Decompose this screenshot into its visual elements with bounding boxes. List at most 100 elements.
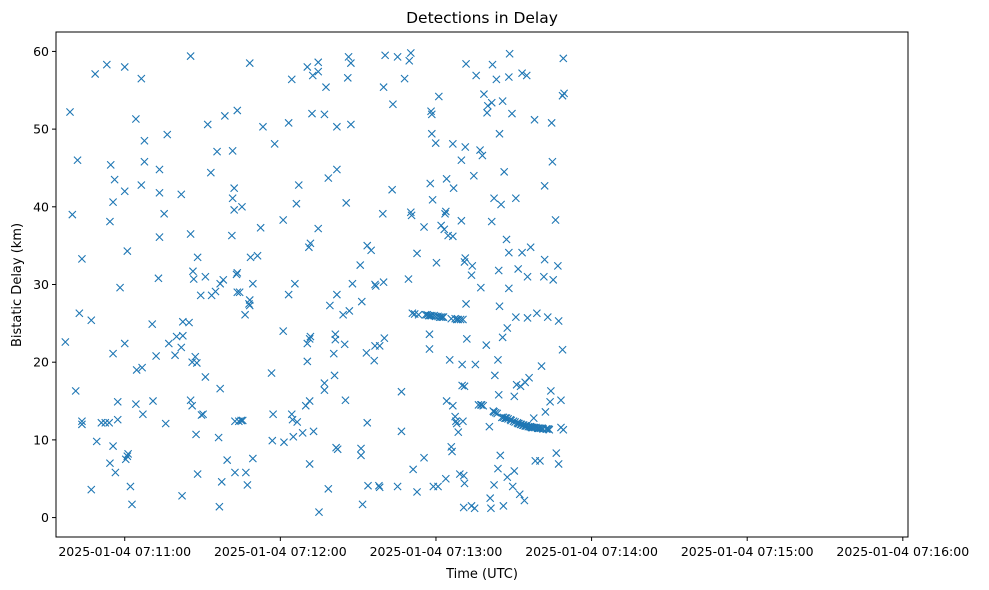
data-point: [448, 139, 457, 148]
data-point: [493, 464, 502, 473]
data-point: [101, 418, 110, 427]
data-point: [516, 420, 525, 429]
data-point: [504, 248, 513, 257]
data-point: [483, 108, 492, 117]
data-point: [441, 474, 450, 483]
data-point: [315, 508, 323, 517]
data-point: [381, 51, 390, 60]
data-point: [193, 470, 202, 479]
data-point: [404, 275, 413, 284]
data-point: [483, 101, 492, 110]
data-point: [518, 248, 527, 257]
data-point: [269, 410, 278, 419]
data-point: [461, 142, 470, 151]
data-point: [284, 118, 293, 127]
data-point: [494, 390, 503, 399]
data-point: [214, 433, 223, 442]
data-point: [452, 315, 461, 324]
data-point: [471, 360, 480, 369]
data-point: [547, 118, 556, 127]
data-point: [106, 160, 115, 169]
data-point: [525, 373, 534, 382]
data-point: [532, 309, 541, 318]
data-point: [124, 449, 133, 458]
data-point: [230, 184, 239, 193]
data-point: [518, 69, 527, 78]
data-point: [290, 279, 299, 288]
data-point: [97, 418, 106, 427]
data-point: [213, 147, 222, 156]
data-point: [542, 425, 551, 433]
data-point: [268, 436, 277, 445]
data-point: [437, 313, 446, 322]
data-point: [367, 246, 376, 255]
data-point: [163, 130, 172, 139]
data-point: [154, 274, 163, 283]
data-point: [256, 223, 265, 232]
data-point: [140, 157, 149, 166]
data-point: [138, 410, 147, 419]
data-point: [357, 297, 366, 306]
data-point: [77, 420, 86, 429]
data-point: [499, 501, 508, 510]
data-point: [486, 494, 495, 503]
data-point: [452, 419, 461, 428]
data-point: [413, 487, 422, 496]
data-point: [499, 413, 508, 422]
data-point: [279, 438, 288, 447]
data-point: [160, 209, 169, 218]
data-point: [155, 188, 164, 197]
data-point: [556, 396, 565, 405]
data-point: [284, 290, 293, 299]
data-point: [161, 419, 170, 428]
data-point: [279, 216, 288, 225]
data-point: [545, 425, 554, 434]
data-point: [487, 98, 496, 107]
data-point: [342, 198, 351, 207]
data-point: [400, 74, 409, 83]
y-axis-label: Bistatic Delay (km): [10, 223, 25, 347]
data-point: [511, 313, 520, 322]
data-point: [331, 335, 340, 344]
data-point: [407, 211, 416, 220]
data-point: [306, 239, 315, 248]
data-point: [457, 216, 466, 225]
data-point: [332, 122, 341, 131]
y-tick-label: 30: [33, 277, 49, 292]
data-point: [178, 331, 187, 340]
data-point: [405, 56, 414, 65]
y-tick-label: 10: [33, 432, 49, 447]
data-point: [363, 418, 372, 427]
data-point: [502, 235, 511, 244]
x-tick-label: 2025-01-04 07:12:00: [214, 544, 347, 559]
data-point: [77, 417, 86, 426]
data-point: [560, 89, 569, 98]
x-tick-label: 2025-01-04 07:14:00: [525, 544, 658, 559]
data-point: [339, 310, 348, 319]
data-point: [188, 267, 197, 276]
data-point: [138, 363, 147, 372]
data-point: [314, 224, 323, 233]
data-point: [233, 288, 242, 297]
data-point: [113, 415, 122, 424]
data-point: [137, 181, 146, 190]
data-point: [356, 261, 365, 270]
data-point: [152, 351, 161, 360]
data-point: [458, 381, 467, 390]
x-axis-label: Time (UTC): [445, 567, 518, 582]
data-point: [109, 198, 118, 207]
data-point: [413, 249, 422, 258]
data-point: [330, 371, 339, 380]
data-point: [345, 306, 354, 315]
data-point: [324, 174, 333, 183]
y-tick-label: 40: [33, 199, 49, 214]
data-point: [530, 115, 539, 124]
data-point: [516, 382, 525, 391]
data-point: [507, 109, 516, 118]
data-point: [303, 357, 312, 366]
data-point: [559, 54, 568, 63]
data-point: [155, 233, 164, 242]
data-point: [223, 456, 232, 465]
data-point: [496, 451, 505, 460]
